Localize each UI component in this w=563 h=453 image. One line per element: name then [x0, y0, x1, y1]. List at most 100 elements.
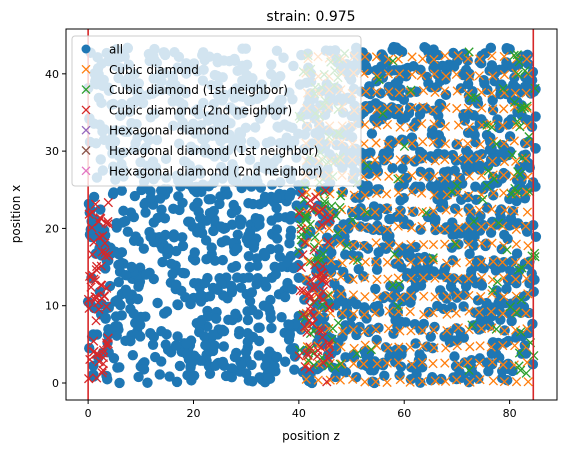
point-all — [228, 199, 239, 211]
x-tick-label: 0 — [85, 407, 92, 420]
marker-cubic-diamond — [499, 104, 509, 114]
point-all — [503, 335, 514, 347]
marker-cubic-diamond — [430, 156, 440, 166]
point-all — [189, 255, 201, 266]
marker-cubic-diamond-1st-neighbor — [342, 241, 352, 251]
point-all — [291, 200, 302, 211]
point-all — [484, 306, 495, 317]
point-all — [280, 356, 291, 367]
marker-cubic-diamond-1st-neighbor — [362, 207, 372, 218]
marker-cubic-diamond — [393, 54, 403, 64]
marker-cubic-diamond — [453, 360, 464, 370]
point-all — [273, 243, 284, 255]
point-all — [502, 374, 513, 386]
marker-cubic-diamond — [405, 342, 415, 352]
point-all — [495, 314, 506, 325]
marker-cubic-diamond — [441, 71, 451, 81]
point-all — [448, 335, 460, 346]
point-all — [390, 315, 401, 326]
point-all — [177, 232, 188, 243]
marker-cubic-diamond-1st-neighbor — [529, 248, 540, 259]
marker-cubic-diamond — [475, 153, 485, 163]
marker-cubic-diamond — [325, 290, 336, 300]
marker-cubic-diamond-1st-neighbor — [521, 368, 531, 378]
point-all — [235, 282, 247, 293]
marker-cubic-diamond — [417, 255, 427, 266]
marker-cubic-diamond — [511, 274, 521, 284]
point-all — [279, 291, 291, 303]
marker-cubic-diamond-2nd-neighbor — [98, 231, 108, 241]
marker-cubic-diamond — [453, 222, 464, 233]
marker-cubic-diamond — [348, 374, 358, 384]
marker-cubic-diamond — [452, 153, 463, 163]
marker-cubic-diamond — [521, 221, 531, 231]
marker-cubic-diamond — [406, 257, 416, 267]
point-all — [177, 267, 189, 279]
marker-cubic-diamond — [407, 206, 417, 216]
marker-cubic-diamond-1st-neighbor — [514, 348, 525, 358]
point-all — [349, 239, 360, 251]
marker-cubic-diamond-1st-neighbor — [450, 239, 461, 249]
point-all — [138, 243, 150, 254]
point-all — [232, 272, 243, 283]
point-all — [387, 163, 398, 174]
marker-cubic-diamond — [348, 290, 359, 300]
marker-cubic-diamond — [360, 257, 371, 267]
point-all — [488, 190, 499, 201]
point-all — [486, 359, 498, 370]
marker-cubic-diamond — [428, 325, 439, 335]
marker-cubic-diamond — [382, 155, 393, 165]
legend-label: Hexagonal diamond — [109, 124, 229, 138]
marker-cubic-diamond-2nd-neighbor — [90, 199, 101, 209]
legend-label: Cubic diamond — [109, 63, 199, 77]
marker-cubic-diamond — [523, 241, 533, 251]
point-all — [530, 143, 541, 154]
point-all — [521, 226, 533, 237]
marker-cubic-diamond-1st-neighbor — [470, 93, 481, 103]
point-all — [135, 331, 146, 342]
marker-cubic-diamond — [499, 292, 509, 302]
marker-cubic-diamond — [499, 156, 510, 167]
point-all — [167, 268, 178, 280]
marker-cubic-diamond-2nd-neighbor — [302, 327, 312, 337]
marker-cubic-diamond — [498, 340, 508, 351]
point-all — [390, 356, 401, 368]
point-all — [168, 203, 179, 214]
marker-cubic-diamond — [360, 222, 370, 233]
point-all — [324, 262, 335, 274]
marker-cubic-diamond-1st-neighbor — [305, 257, 316, 267]
marker-cubic-diamond — [419, 309, 429, 320]
marker-cubic-diamond — [302, 238, 312, 248]
point-all — [241, 368, 252, 379]
marker-cubic-diamond — [510, 340, 520, 351]
marker-cubic-diamond — [406, 273, 416, 284]
point-all — [482, 84, 493, 95]
marker-cubic-diamond — [360, 326, 370, 336]
marker-cubic-diamond-1st-neighbor — [530, 252, 540, 262]
marker-cubic-diamond — [511, 376, 522, 387]
point-all — [437, 197, 449, 209]
marker-cubic-diamond-1st-neighbor — [294, 206, 305, 216]
marker-cubic-diamond-2nd-neighbor — [90, 295, 100, 305]
marker-cubic-diamond-2nd-neighbor — [91, 265, 101, 275]
point-all — [340, 352, 351, 363]
marker-cubic-diamond — [428, 239, 439, 250]
marker-cubic-diamond — [348, 255, 359, 265]
marker-cubic-diamond-1st-neighbor — [515, 169, 525, 180]
marker-cubic-diamond-2nd-neighbor — [318, 261, 328, 271]
point-all — [164, 371, 175, 382]
marker-cubic-diamond — [370, 155, 380, 165]
marker-cubic-diamond — [394, 69, 405, 79]
marker-cubic-diamond — [394, 137, 404, 147]
marker-cubic-diamond — [441, 258, 452, 268]
point-all — [282, 257, 293, 268]
marker-cubic-diamond — [464, 190, 474, 201]
point-all — [226, 363, 238, 374]
marker-cubic-diamond — [428, 358, 438, 369]
point-all — [160, 229, 171, 241]
legend-marker — [81, 166, 91, 176]
point-all — [487, 105, 499, 116]
point-all — [470, 261, 481, 272]
point-all — [242, 314, 254, 326]
marker-cubic-diamond-2nd-neighbor — [101, 301, 112, 312]
